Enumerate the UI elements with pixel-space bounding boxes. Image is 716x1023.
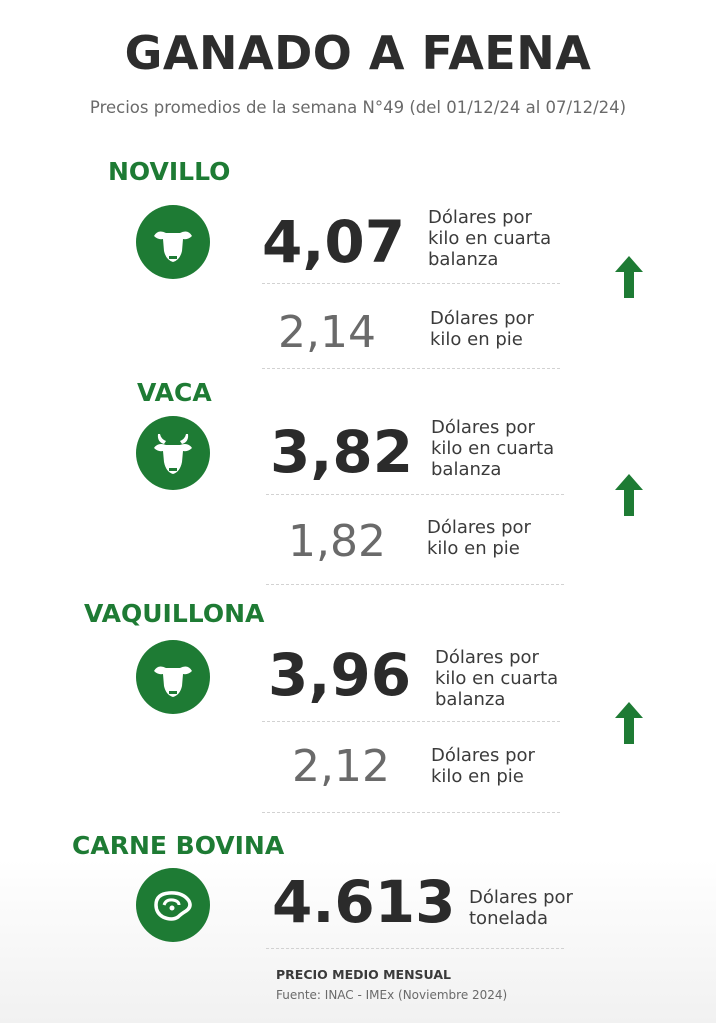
vaquillona-price-cuarta-balanza: 3,96 <box>268 641 412 709</box>
carne-bovina-unit-tonelada: Dólares por tonelada <box>469 887 573 929</box>
novillo-price-cuarta-balanza: 4,07 <box>262 208 406 276</box>
divider <box>266 494 564 495</box>
carne-bovina-price-tonelada: 4.613 <box>272 868 456 936</box>
page-subtitle: Precios promedios de la semana N°49 (del… <box>89 98 627 117</box>
vaca-unit-en-pie: Dólares por kilo en pie <box>427 517 531 559</box>
footer-note: PRECIO MEDIO MENSUAL <box>276 967 451 982</box>
trend-up-arrow-icon <box>614 700 644 746</box>
novillo-unit-cuarta-balanza: Dólares por kilo en cuarta balanza <box>428 207 552 270</box>
vaquillona-price-en-pie: 2,12 <box>292 741 390 792</box>
footer-source: Fuente: INAC - IMEx (Noviembre 2024) <box>276 988 508 1002</box>
cow-head-icon <box>136 416 210 490</box>
divider <box>262 721 560 722</box>
novillo-unit-en-pie: Dólares por kilo en pie <box>430 308 534 350</box>
heifer-head-icon <box>136 640 210 714</box>
steer-head-icon <box>136 205 210 279</box>
divider <box>262 812 560 813</box>
vaquillona-unit-cuarta-balanza: Dólares por kilo en cuarta balanza <box>435 647 559 710</box>
divider <box>266 948 564 949</box>
vaca-price-en-pie: 1,82 <box>288 516 386 567</box>
category-title-vaquillona: VAQUILLONA <box>84 599 265 628</box>
vaca-unit-cuarta-balanza: Dólares por kilo en cuarta balanza <box>431 417 555 480</box>
page-title: GANADO A FAENA <box>124 26 592 80</box>
category-title-novillo: NOVILLO <box>108 157 231 186</box>
trend-up-arrow-icon <box>614 254 644 300</box>
novillo-price-en-pie: 2,14 <box>278 307 376 358</box>
divider <box>266 584 564 585</box>
vaca-price-cuarta-balanza: 3,82 <box>270 418 414 486</box>
category-title-vaca: VACA <box>137 378 212 407</box>
divider <box>262 368 560 369</box>
vaquillona-unit-en-pie: Dólares por kilo en pie <box>431 745 535 787</box>
trend-up-arrow-icon <box>614 472 644 518</box>
divider <box>262 283 560 284</box>
category-title-carne-bovina: CARNE BOVINA <box>72 831 285 860</box>
beef-steak-icon <box>136 868 210 942</box>
